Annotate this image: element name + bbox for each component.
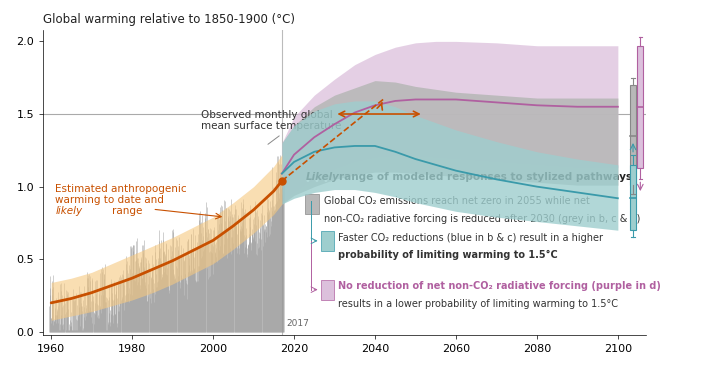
Bar xyxy=(630,165,636,230)
Text: probability of limiting warming to 1.5°C: probability of limiting warming to 1.5°C xyxy=(338,250,558,260)
Text: likely: likely xyxy=(55,206,83,216)
Text: non-CO₂ radiative forcing is reduced after 2030 (grey in b, c & d): non-CO₂ radiative forcing is reduced aft… xyxy=(324,214,640,224)
Text: range: range xyxy=(112,206,142,216)
Text: Global CO₂ emissions reach net zero in 2055 while net: Global CO₂ emissions reach net zero in 2… xyxy=(324,196,589,206)
Text: Faster CO₂ reductions (blue in b & c) result in a higher: Faster CO₂ reductions (blue in b & c) re… xyxy=(338,232,603,243)
Bar xyxy=(320,280,334,300)
Bar xyxy=(305,195,319,214)
Text: Estimated anthropogenic
warming to date and: Estimated anthropogenic warming to date … xyxy=(55,184,187,205)
Text: Global warming relative to 1850-1900 (°C): Global warming relative to 1850-1900 (°C… xyxy=(43,13,295,26)
Text: Observed monthly global
mean surface temperature: Observed monthly global mean surface tem… xyxy=(201,110,341,144)
Text: Likely: Likely xyxy=(305,171,340,182)
Bar xyxy=(638,46,643,168)
Text: 2017: 2017 xyxy=(286,318,309,327)
Bar xyxy=(630,85,636,185)
Bar xyxy=(320,231,334,251)
Text: No reduction of net non-CO₂ radiative forcing (purple in d): No reduction of net non-CO₂ radiative fo… xyxy=(338,281,661,291)
Text: range of modeled responses to stylized pathways: range of modeled responses to stylized p… xyxy=(339,171,632,182)
Text: • • •: • • • xyxy=(305,176,330,186)
Text: results in a lower probability of limiting warming to 1.5°C: results in a lower probability of limiti… xyxy=(338,299,618,309)
